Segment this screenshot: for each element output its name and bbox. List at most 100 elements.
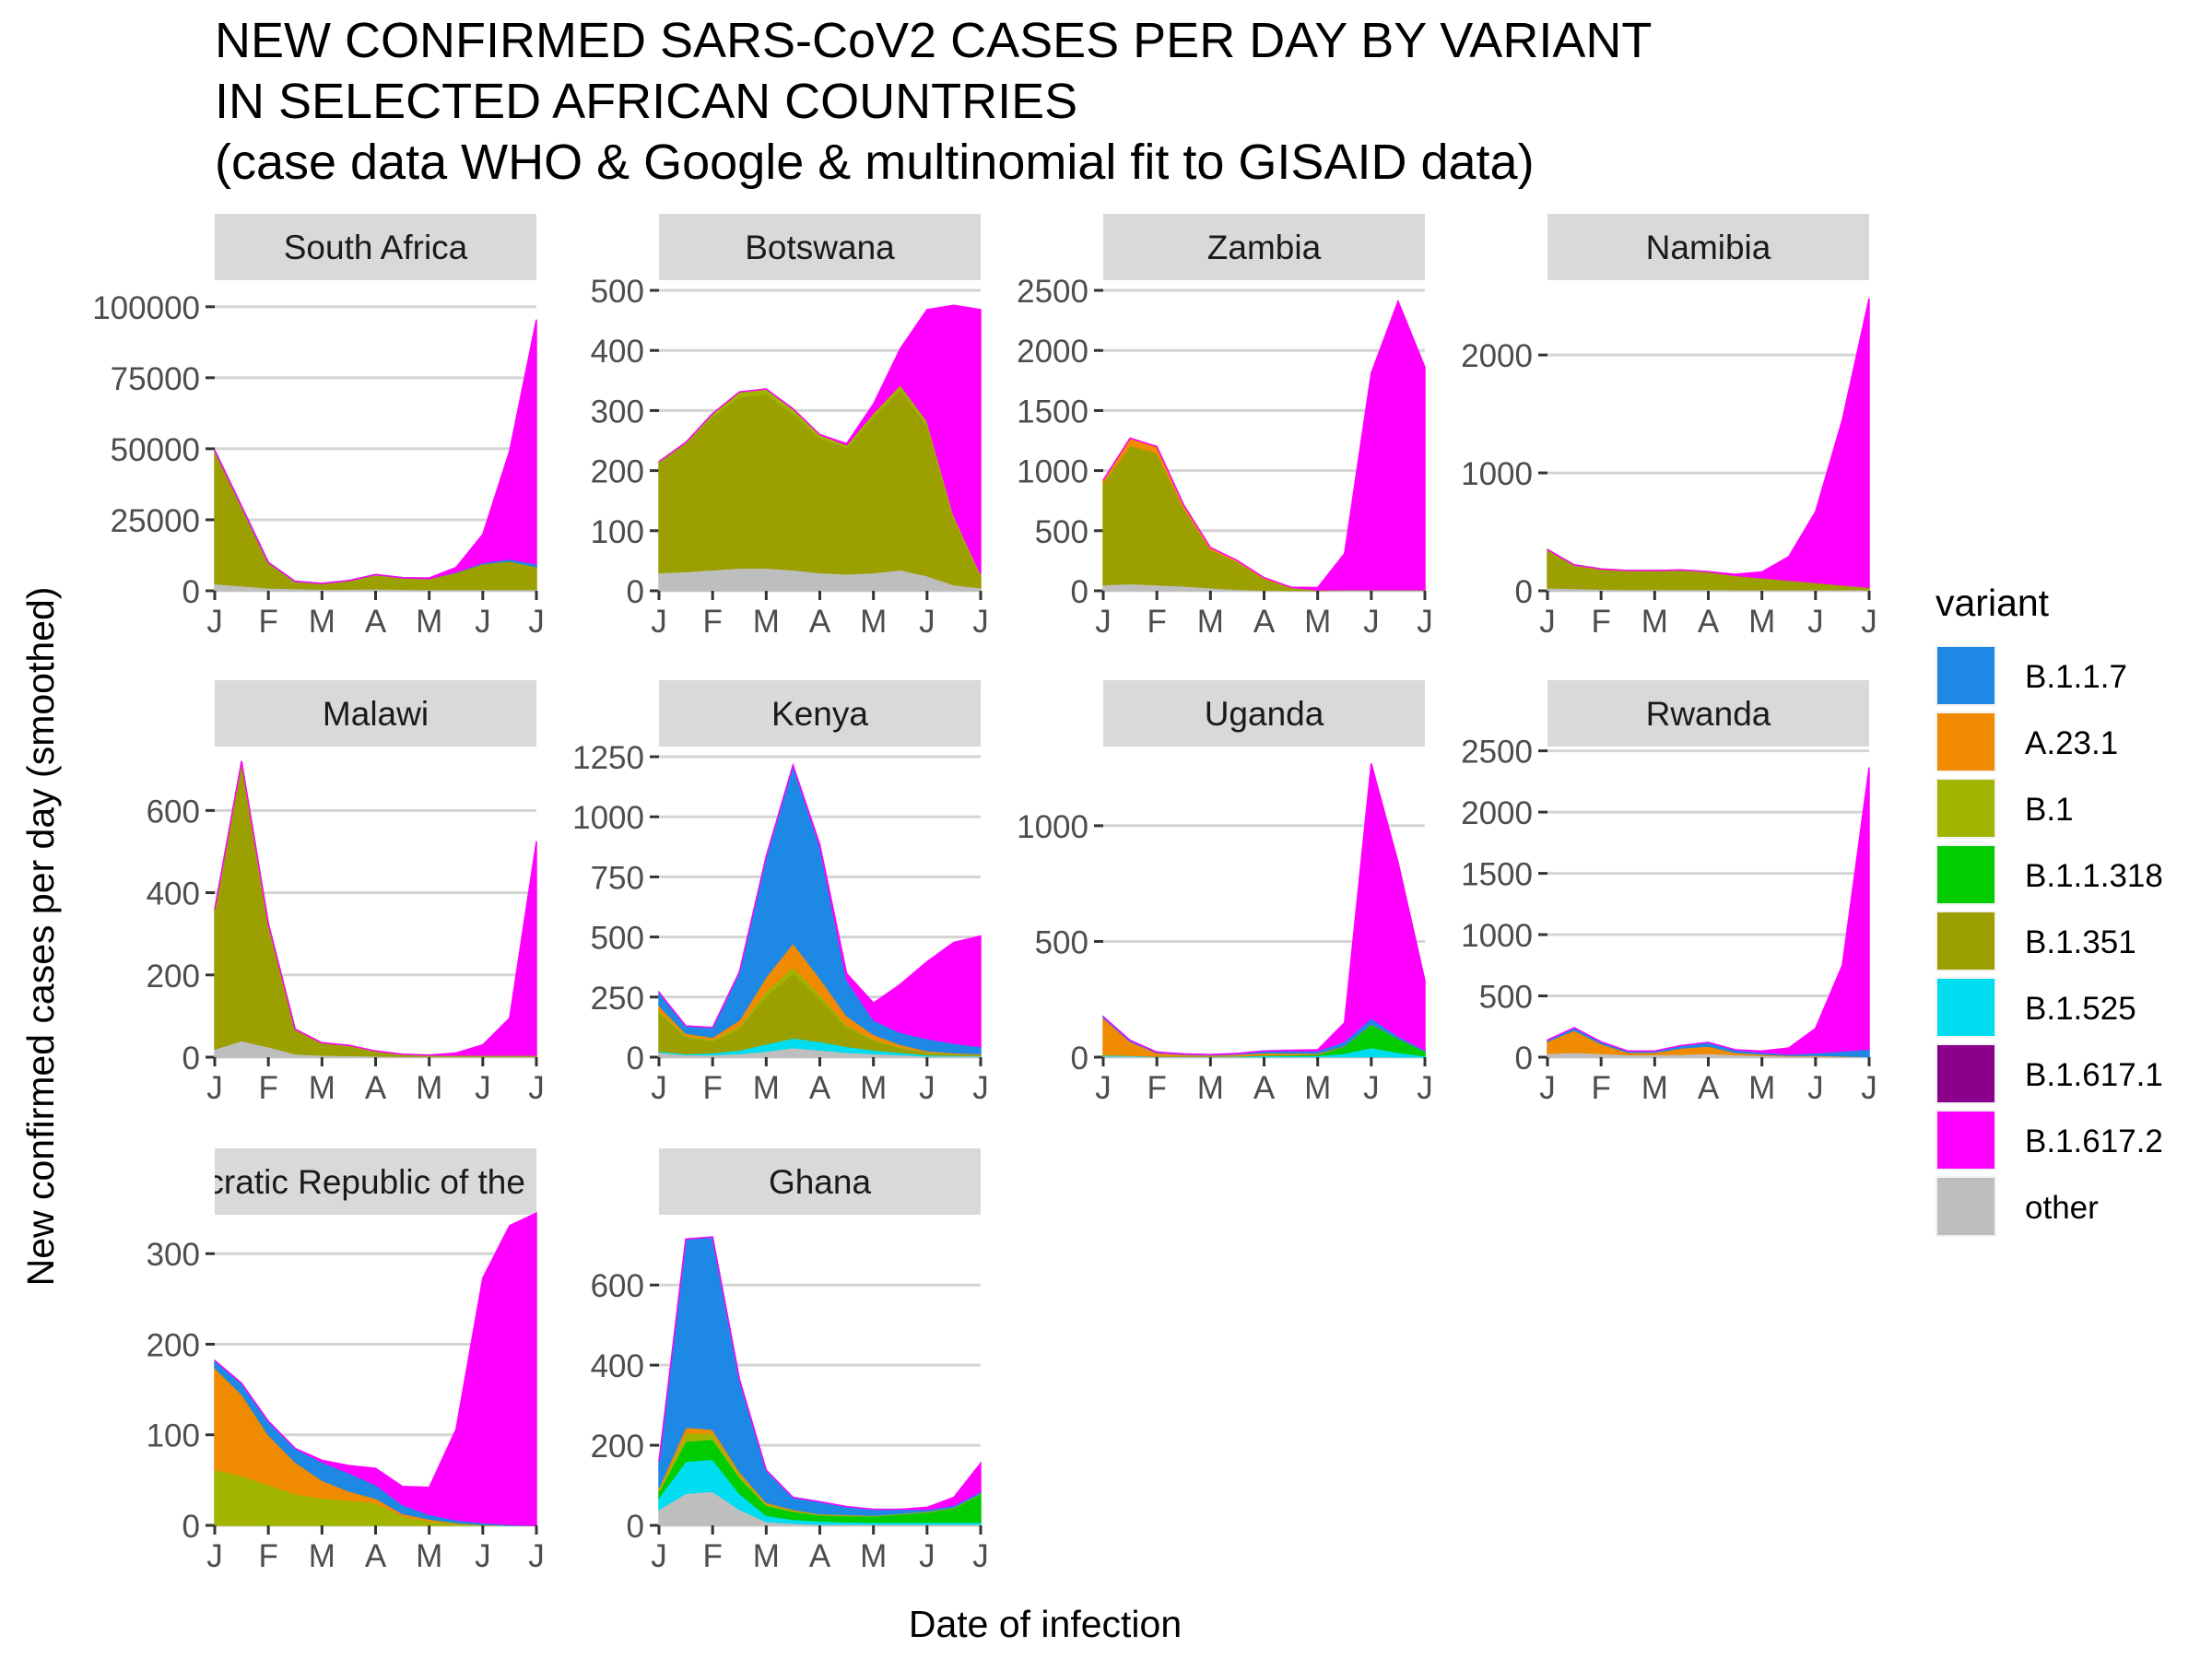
y-tick-label-kenya: 250: [591, 981, 644, 1017]
strip-botswana: [659, 214, 981, 280]
y-tick-label-botswana: 100: [591, 514, 644, 550]
x-tick-label-malawi: J: [206, 1070, 223, 1106]
legend-title: variant: [1936, 582, 2050, 624]
legend-swatch-b-1-1-318: [1937, 846, 1994, 903]
legend-swatch-b-1-525: [1937, 979, 1994, 1036]
y-tick-label-zambia: 1500: [1017, 394, 1088, 429]
x-tick-label-botswana: M: [753, 604, 780, 640]
x-tick-label-democratic-republic-of-the-congo: F: [258, 1538, 277, 1574]
y-tick-label-democratic-republic-of-the-congo: 300: [147, 1237, 200, 1273]
legend-label-other: other: [2025, 1190, 2099, 1226]
panel-title-malawi: Malawi: [323, 695, 429, 733]
legend-label-b-1-617-2: B.1.617.2: [2025, 1124, 2163, 1159]
strip-ghana: [659, 1148, 981, 1215]
x-tick-label-south-africa: J: [528, 604, 545, 640]
x-tick-label-namibia: A: [1698, 604, 1720, 640]
legend-label-b-1-617-1: B.1.617.1: [2025, 1057, 2163, 1093]
y-tick-label-south-africa: 75000: [111, 361, 200, 397]
x-tick-label-zambia: M: [1197, 604, 1224, 640]
x-tick-label-democratic-republic-of-the-congo: J: [528, 1538, 545, 1574]
x-tick-label-zambia: A: [1253, 604, 1276, 640]
y-tick-label-kenya: 0: [627, 1041, 644, 1077]
y-tick-label-south-africa: 100000: [92, 290, 200, 326]
area-malawi-b-1-351: [214, 760, 537, 1057]
y-tick-label-botswana: 200: [591, 454, 644, 490]
y-tick-label-south-africa: 0: [182, 574, 200, 610]
strip-kenya: [659, 680, 981, 747]
y-tick-label-rwanda: 2000: [1461, 795, 1533, 831]
x-tick-label-zambia: F: [1147, 604, 1166, 640]
x-tick-label-democratic-republic-of-the-congo: J: [206, 1538, 223, 1574]
y-tick-label-namibia: 2000: [1461, 338, 1533, 374]
y-tick-label-uganda: 500: [1035, 924, 1088, 960]
x-tick-label-kenya: A: [809, 1070, 831, 1106]
area-rwanda-b-1-617-2: [1547, 767, 1870, 1055]
x-tick-label-malawi: A: [365, 1070, 387, 1106]
legend-label-a-23-1: A.23.1: [2025, 725, 2118, 761]
legend-label-b-1-1-7: B.1.1.7: [2025, 659, 2127, 695]
y-tick-label-uganda: 0: [1071, 1041, 1088, 1077]
area-south-africa-b-1-617-2: [214, 319, 537, 584]
y-tick-label-zambia: 2000: [1017, 334, 1088, 370]
x-tick-label-uganda: J: [1363, 1070, 1380, 1106]
y-tick-label-botswana: 300: [591, 394, 644, 429]
strip-malawi: [215, 680, 536, 747]
strip-uganda: [1103, 680, 1425, 747]
panel-title-zambia: Zambia: [1207, 229, 1322, 266]
strip-namibia: [1547, 214, 1869, 280]
y-tick-label-botswana: 500: [591, 274, 644, 310]
y-tick-label-namibia: 1000: [1461, 456, 1533, 492]
x-tick-label-rwanda: A: [1698, 1070, 1720, 1106]
title-line-2: IN SELECTED AFRICAN COUNTRIES: [215, 74, 1077, 129]
panel-title-uganda: Uganda: [1205, 695, 1324, 733]
panel-title-rwanda: Rwanda: [1646, 695, 1771, 733]
legend-swatch-b-1: [1937, 780, 1994, 837]
x-tick-label-rwanda: J: [1861, 1070, 1877, 1106]
x-tick-label-uganda: M: [1197, 1070, 1224, 1106]
x-tick-label-south-africa: A: [365, 604, 387, 640]
x-tick-label-botswana: J: [972, 604, 989, 640]
y-tick-label-rwanda: 1000: [1461, 918, 1533, 954]
y-axis-label: New confirmed cases per day (smoothed): [19, 587, 62, 1287]
x-tick-label-uganda: J: [1417, 1070, 1433, 1106]
x-tick-label-malawi: F: [258, 1070, 277, 1106]
x-tick-label-namibia: F: [1591, 604, 1610, 640]
y-tick-label-rwanda: 1500: [1461, 857, 1533, 893]
x-tick-label-zambia: J: [1417, 604, 1433, 640]
x-tick-label-rwanda: M: [1748, 1070, 1775, 1106]
legend-swatch-a-23-1: [1937, 713, 1994, 771]
x-tick-label-south-africa: J: [475, 604, 491, 640]
y-tick-label-zambia: 2500: [1017, 274, 1088, 310]
chart-title: NEW CONFIRMED SARS-CoV2 CASES PER DAY BY…: [215, 13, 1652, 190]
area-democratic-republic-of-the-congo-b-1-617-2: [214, 1211, 537, 1526]
y-tick-label-uganda: 1000: [1017, 809, 1088, 845]
y-tick-label-namibia: 0: [1515, 574, 1533, 610]
legend-swatch-other: [1937, 1178, 1994, 1235]
y-tick-label-kenya: 500: [591, 921, 644, 957]
y-tick-label-malawi: 0: [182, 1041, 200, 1077]
x-tick-label-namibia: J: [1539, 604, 1556, 640]
x-tick-label-malawi: J: [475, 1070, 491, 1106]
y-tick-label-kenya: 1250: [572, 740, 644, 776]
strip-democratic-republic-of-the-congo: [215, 1148, 536, 1215]
legend-swatch-b-1-617-1: [1937, 1045, 1994, 1102]
panel-title-botswana: Botswana: [745, 229, 895, 266]
x-tick-label-ghana: F: [702, 1538, 722, 1574]
x-tick-label-botswana: M: [860, 604, 887, 640]
strip-south-africa: [215, 214, 536, 280]
x-tick-label-democratic-republic-of-the-congo: A: [365, 1538, 387, 1574]
legend-label-b-1: B.1: [2025, 792, 2074, 828]
strip-zambia: [1103, 214, 1425, 280]
y-tick-label-malawi: 400: [147, 877, 200, 912]
y-tick-label-ghana: 400: [591, 1348, 644, 1384]
x-tick-label-namibia: M: [1641, 604, 1668, 640]
y-tick-label-south-africa: 50000: [111, 432, 200, 468]
x-tick-label-malawi: M: [309, 1070, 335, 1106]
